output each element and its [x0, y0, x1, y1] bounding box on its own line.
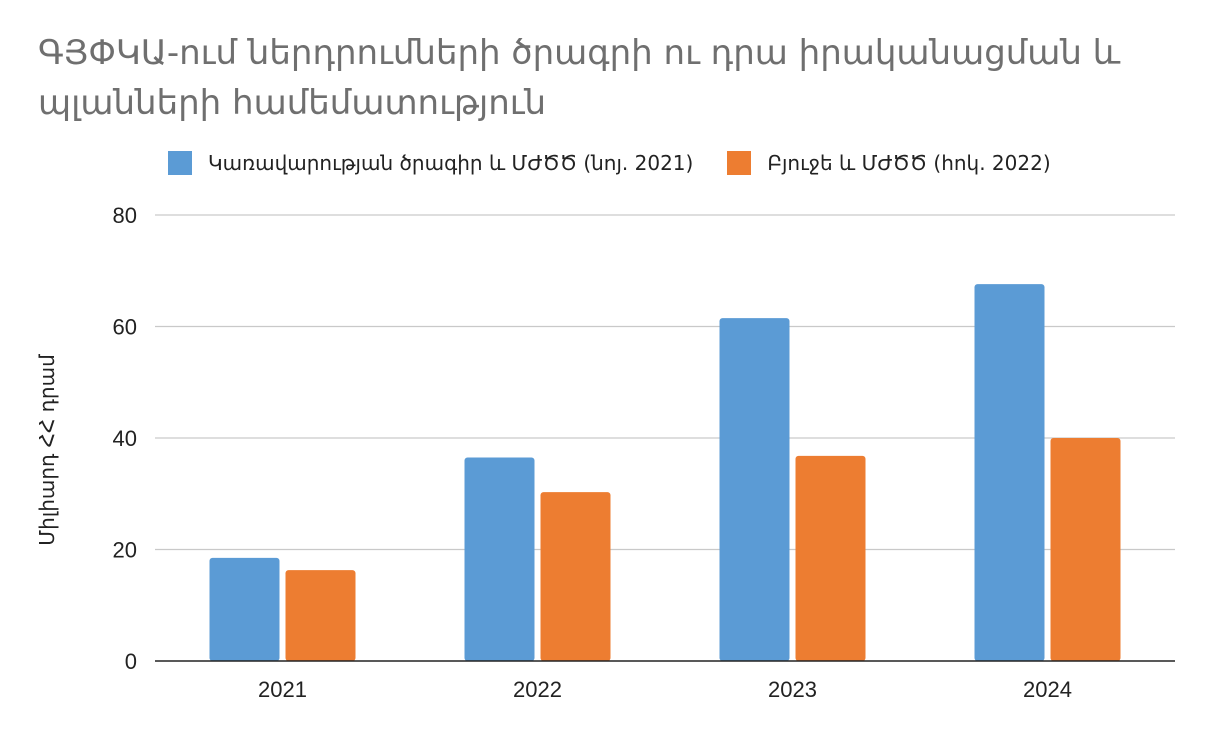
x-tick-label-2023: 2023 [768, 677, 817, 702]
bar-2021-series-1 [209, 557, 280, 661]
legend-label-series-2: Բյուջե և ՄԺԾԾ (հոկ. 2022) [767, 151, 1051, 175]
x-tick-label-2024: 2024 [1023, 677, 1072, 702]
legend-item-series-2: Բյուջե և ՄԺԾԾ (հոկ. 2022) [727, 151, 1051, 175]
bar-2024-series-2 [1050, 438, 1121, 661]
y-tick-label-80: 80 [113, 203, 137, 228]
legend-swatch-series-1 [168, 151, 192, 175]
y-tick-label-60: 60 [113, 315, 137, 340]
y-tick-label-20: 20 [113, 538, 137, 563]
bar-2022-series-1 [464, 457, 535, 661]
chart-title: ԳՅՓԿԱ-ում ներդրումների ծրագրի ու դրա իրա… [38, 33, 1121, 123]
bar-2023-series-2 [795, 455, 866, 661]
legend-swatch-series-2 [727, 151, 752, 175]
x-tick-label-2021: 2021 [258, 677, 307, 702]
y-tick-label-40: 40 [113, 426, 137, 451]
bar-2024-series-1 [974, 284, 1045, 661]
x-tick-label-2022: 2022 [513, 677, 562, 702]
bar-2023-series-1 [719, 318, 790, 661]
y-tick-label-0: 0 [125, 649, 137, 674]
legend-label-series-1: Կառավարության ծրագիր և ՄԺԾԾ (նոյ. 2021) [208, 151, 694, 175]
legend: Կառավարության ծրագիր և ՄԺԾԾ (նոյ. 2021) … [168, 148, 1085, 178]
bar-2021-series-2 [285, 570, 356, 661]
bar-2022-series-2 [540, 492, 611, 661]
legend-item-series-1: Կառավարության ծրագիր և ՄԺԾԾ (նոյ. 2021) [168, 151, 693, 175]
y-axis-title: Միլիարդ ՀՀ դրամ [35, 354, 59, 546]
